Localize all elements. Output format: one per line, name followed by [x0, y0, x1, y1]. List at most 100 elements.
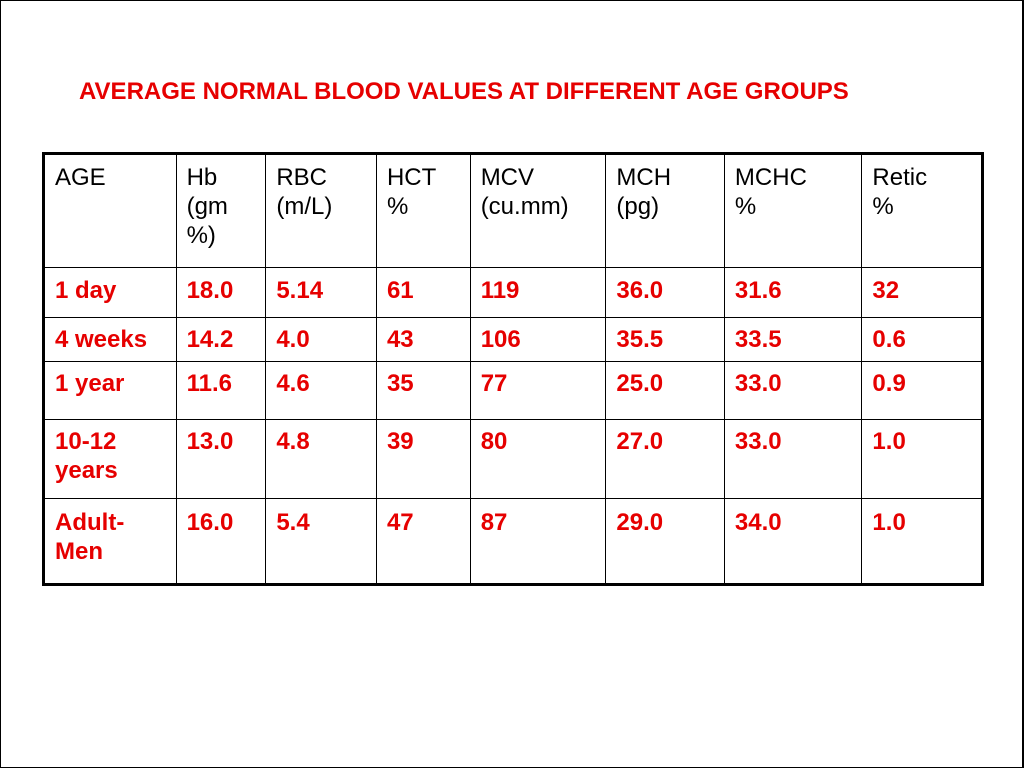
cell-hct: 43	[375, 317, 471, 362]
header-line: RBC	[276, 164, 327, 191]
cell-mchc: 33.0	[723, 361, 863, 420]
cell-mcv: 119	[469, 267, 607, 318]
cell-value: 34.0	[734, 509, 782, 536]
header-line: MCHC	[734, 164, 807, 191]
header-line: AGE	[55, 164, 106, 191]
header-line: (pg)	[616, 193, 660, 220]
cell-mch: 25.0	[605, 361, 725, 420]
header-line: Retic	[872, 164, 928, 191]
cell-value: 1 year	[55, 370, 125, 397]
cell-hb: 13.0	[175, 419, 267, 499]
cell-value: 10-12	[55, 428, 117, 455]
cell-hb: 11.6	[175, 361, 267, 420]
cell-value: 4.6	[276, 370, 310, 397]
cell-value: 39	[386, 428, 414, 455]
header-line: %)	[186, 222, 216, 249]
cell-value: years	[55, 457, 118, 484]
cell-value: 87	[480, 509, 508, 536]
cell-value: 14.2	[186, 326, 234, 353]
header-cell-mch: MCH (pg)	[605, 153, 725, 268]
cell-mcv: 87	[469, 498, 607, 585]
cell-value: 1.0	[872, 509, 906, 536]
cell-value: 5.4	[276, 509, 310, 536]
cell-rbc: 4.8	[265, 419, 377, 499]
cell-value: 13.0	[186, 428, 234, 455]
cell-value: 33.5	[734, 326, 782, 353]
cell-hct: 47	[375, 498, 471, 585]
cell-retic: 0.6	[861, 317, 983, 362]
cell-value: 0.6	[872, 326, 906, 353]
table-row: Adult- Men 16.0 5.4 47 87 29.0 34.0 1.0	[43, 498, 983, 585]
cell-mch: 36.0	[605, 267, 725, 318]
cell-value: 1 day	[55, 277, 117, 304]
cell-mchc: 33.0	[723, 419, 863, 499]
table-row: 1 day 18.0 5.14 61 119 36.0 31.6 32	[43, 267, 983, 318]
cell-mch: 35.5	[605, 317, 725, 362]
cell-rbc: 4.0	[265, 317, 377, 362]
cell-mcv: 77	[469, 361, 607, 420]
header-line: MCH	[616, 164, 672, 191]
cell-hb: 18.0	[175, 267, 267, 318]
header-line: HCT	[386, 164, 437, 191]
cell-value: 80	[480, 428, 508, 455]
cell-value: 77	[480, 370, 508, 397]
cell-age: 4 weeks	[43, 317, 177, 362]
header-line: (cu.mm)	[480, 193, 569, 220]
cell-value: 31.6	[734, 277, 782, 304]
cell-hb: 14.2	[175, 317, 267, 362]
header-cell-hct: HCT%	[375, 153, 471, 268]
cell-value: 35.5	[616, 326, 664, 353]
cell-rbc: 4.6	[265, 361, 377, 420]
blood-values-table: AGE Hb (gm%) RBC (m/L) HCT% MCV (cu.mm) MCH (pg) M…	[42, 152, 984, 586]
cell-hct: 35	[375, 361, 471, 420]
cell-retic: 1.0	[861, 419, 983, 499]
header-cell-mcv: MCV (cu.mm)	[469, 153, 607, 268]
table-header-row: AGE Hb (gm%) RBC (m/L) HCT% MCV (cu.mm) MCH (pg) M…	[43, 153, 983, 268]
cell-value: 1.0	[872, 428, 906, 455]
header-cell-hb: Hb (gm%)	[175, 153, 267, 268]
cell-value: 35	[386, 370, 414, 397]
cell-rbc: 5.14	[265, 267, 377, 318]
cell-mch: 27.0	[605, 419, 725, 499]
cell-value: 4.8	[276, 428, 310, 455]
cell-value: 27.0	[616, 428, 664, 455]
header-line: MCV	[480, 164, 535, 191]
cell-mcv: 106	[469, 317, 607, 362]
cell-value: 33.0	[734, 370, 782, 397]
cell-value: 4.0	[276, 326, 310, 353]
table-row: 1 year 11.6 4.6 35 77 25.0 33.0 0.9	[43, 361, 983, 420]
table-row: 10-12 years 13.0 4.8 39 80 27.0 33.0 1.0	[43, 419, 983, 499]
table-row: 4 weeks 14.2 4.0 43 106 35.5 33.5 0.6	[43, 317, 983, 362]
cell-value: Adult-	[55, 509, 125, 536]
cell-mchc: 34.0	[723, 498, 863, 585]
header-cell-rbc: RBC (m/L)	[265, 153, 377, 268]
cell-hb: 16.0	[175, 498, 267, 585]
cell-hct: 39	[375, 419, 471, 499]
cell-value: 43	[386, 326, 414, 353]
cell-value: 4 weeks	[55, 326, 148, 353]
cell-retic: 1.0	[861, 498, 983, 585]
cell-value: 0.9	[872, 370, 906, 397]
cell-value: 5.14	[276, 277, 324, 304]
cell-mcv: 80	[469, 419, 607, 499]
cell-age: 1 day	[43, 267, 177, 318]
header-cell-age: AGE	[43, 153, 177, 268]
cell-value: 106	[480, 326, 521, 353]
cell-value: Men	[55, 538, 103, 565]
header-cell-retic: Retic%	[861, 153, 983, 268]
cell-value: 32	[872, 277, 900, 304]
cell-value: 11.6	[186, 370, 232, 397]
cell-age: Adult- Men	[43, 498, 177, 585]
cell-value: 36.0	[616, 277, 664, 304]
cell-mchc: 31.6	[723, 267, 863, 318]
cell-value: 16.0	[186, 509, 234, 536]
cell-value: 18.0	[186, 277, 234, 304]
cell-value: 29.0	[616, 509, 664, 536]
cell-retic: 32	[861, 267, 983, 318]
cell-age: 10-12 years	[43, 419, 177, 499]
header-line: %	[734, 193, 757, 220]
page-title: AVERAGE NORMAL BLOOD VALUES AT DIFFERENT…	[79, 78, 849, 105]
cell-hct: 61	[375, 267, 471, 318]
header-line: (m/L)	[276, 193, 333, 220]
